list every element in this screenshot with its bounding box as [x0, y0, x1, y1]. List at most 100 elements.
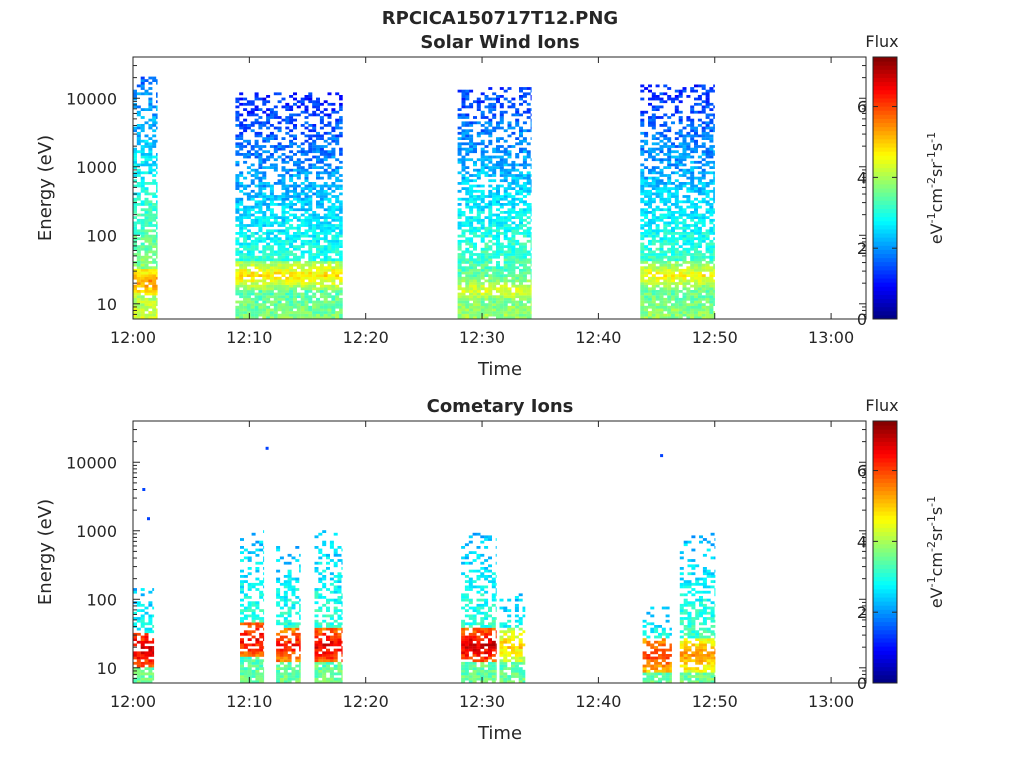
heatmap-cell: [269, 308, 274, 312]
heatmap-cell: [694, 258, 698, 262]
heatmap-cell: [522, 147, 527, 151]
heatmap-cell: [327, 216, 332, 219]
heatmap-cell: [671, 253, 675, 256]
heatmap-cell: [526, 171, 531, 175]
heatmap-cell: [140, 176, 145, 180]
heatmap-cell: [492, 195, 497, 198]
heatmap-cell: [308, 295, 313, 299]
heatmap-cell: [263, 577, 265, 581]
heatmap-cell: [285, 279, 290, 283]
heatmap-cell: [701, 153, 706, 156]
heatmap-cell: [250, 274, 255, 277]
heatmap-cell: [465, 284, 470, 288]
heatmap-cell: [503, 253, 508, 256]
heatmap-cell: [697, 187, 702, 190]
heatmap-cell: [701, 237, 706, 241]
heatmap-cell: [499, 268, 504, 272]
heatmap-cell: [140, 284, 145, 288]
heatmap-cell: [457, 142, 462, 146]
heatmap-cell: [316, 203, 320, 206]
heatmap-cell: [705, 171, 710, 175]
heatmap-cell: [484, 253, 489, 256]
heatmap-cell: [651, 142, 656, 146]
heatmap-cell: [507, 208, 512, 212]
heatmap-cell: [140, 184, 145, 188]
heatmap-cell: [327, 295, 332, 299]
heatmap-cell: [235, 163, 240, 167]
heatmap-cell: [240, 619, 244, 623]
heatmap-cell: [156, 79, 158, 82]
heatmap-cell: [156, 287, 158, 291]
heatmap-cell: [648, 195, 652, 198]
heatmap-cell: [300, 250, 305, 254]
heatmap-cell: [255, 661, 260, 665]
heatmap-cell: [682, 200, 687, 204]
heatmap-cell: [308, 274, 313, 277]
heatmap-cell: [140, 187, 145, 190]
heatmap-cell: [522, 174, 527, 177]
heatmap-cell: [705, 295, 710, 299]
heatmap-cell: [152, 118, 157, 122]
heatmap-cell: [674, 258, 679, 262]
heatmap-cell: [235, 261, 240, 264]
heatmap-cell: [140, 672, 145, 676]
heatmap-cell: [293, 189, 297, 193]
heatmap-cell: [526, 268, 531, 272]
heatmap-cell: [519, 247, 523, 251]
heatmap-cell: [640, 121, 645, 125]
heatmap-cell: [515, 118, 520, 122]
heatmap-cell: [492, 171, 497, 175]
colorbar-segment: [873, 306, 897, 312]
heatmap-cell: [331, 224, 336, 227]
heatmap-cell: [308, 221, 313, 225]
heatmap-cell: [640, 242, 645, 246]
heatmap-cell: [335, 263, 340, 267]
heatmap-cell: [515, 311, 520, 314]
heatmap-cell: [266, 311, 271, 314]
heatmap-cell: [640, 253, 645, 256]
heatmap-cell: [476, 121, 481, 125]
heatmap-cell: [678, 134, 683, 138]
heatmap-cell: [697, 316, 702, 320]
heatmap-cell: [480, 237, 485, 241]
heatmap-cell: [144, 284, 149, 288]
heatmap-cell: [648, 303, 652, 306]
heatmap-cell: [522, 189, 527, 193]
heatmap-cell: [713, 150, 715, 154]
heatmap-cell: [250, 163, 255, 167]
heatmap-cell: [144, 274, 149, 277]
heatmap-cell: [335, 137, 340, 140]
heatmap-cell: [269, 261, 274, 264]
heatmap-cell: [496, 261, 500, 264]
heatmap-cell: [694, 211, 698, 214]
heatmap-cell: [519, 242, 523, 246]
heatmap-cell: [152, 648, 155, 652]
heatmap-cell: [296, 226, 301, 230]
heatmap-cell: [705, 247, 710, 251]
heatmap-cell: [243, 295, 248, 299]
heatmap-cell: [327, 284, 332, 288]
heatmap-cell: [503, 216, 508, 219]
heatmap-cell: [678, 116, 683, 119]
heatmap-cell: [526, 129, 531, 133]
heatmap-cell: [136, 163, 141, 167]
heatmap-cell: [522, 242, 527, 246]
heatmap-cell: [259, 596, 264, 599]
heatmap-cell: [671, 276, 675, 280]
heatmap-cell: [503, 276, 508, 280]
heatmap-cell: [480, 250, 485, 254]
heatmap-cell: [492, 168, 497, 172]
heatmap-cell: [519, 89, 523, 93]
heatmap-cell: [465, 171, 470, 175]
heatmap-cell: [140, 266, 145, 270]
heatmap-cell: [285, 171, 290, 175]
heatmap-cell: [296, 192, 301, 196]
heatmap-cell: [705, 237, 710, 241]
heatmap-cell: [640, 316, 645, 320]
heatmap-cell: [515, 137, 520, 140]
heatmap-cell: [235, 211, 240, 214]
heatmap-cell: [651, 121, 656, 125]
heatmap-cell: [283, 561, 288, 565]
heatmap-cell: [678, 174, 683, 177]
heatmap-cell: [492, 224, 497, 227]
